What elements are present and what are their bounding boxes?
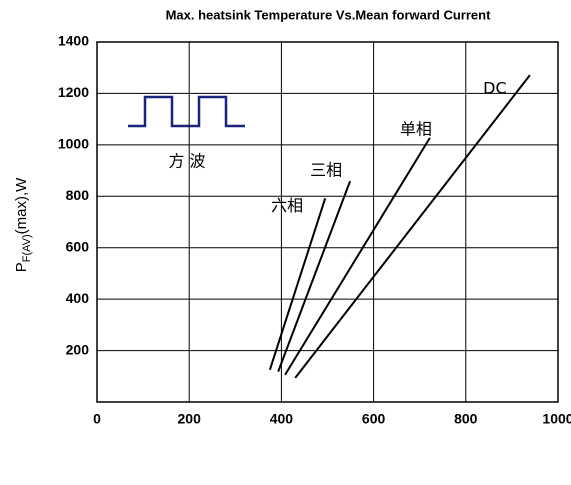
y-tick-label: 1400 [58, 33, 89, 49]
waveform-icon: 方 波 [128, 95, 245, 171]
y-label-rest: (max),W [13, 177, 30, 234]
x-tick-label: 800 [454, 411, 478, 427]
x-tick-label: 600 [362, 411, 386, 427]
series-label: 三相 [310, 161, 342, 180]
waveform-label: 方 波 [168, 152, 205, 171]
y-tick-label: 1000 [58, 136, 89, 152]
x-tick-label: 400 [270, 411, 294, 427]
series-line [294, 74, 531, 379]
y-tick-label: 1200 [58, 84, 89, 100]
series-label: 单相 [400, 119, 432, 138]
series-label: DC [483, 79, 507, 98]
y-tick-label: 400 [66, 290, 90, 306]
y-label-sub: F(AV) [21, 234, 33, 262]
y-label-main: P [13, 262, 30, 272]
x-tick-label: 200 [178, 411, 202, 427]
y-axis-label: PF(AV)(max),W [13, 177, 33, 272]
square-wave [128, 95, 245, 128]
x-tick-label: 0 [93, 411, 101, 427]
y-tick-label: 800 [66, 187, 90, 203]
chart-title: Max. heatsink Temperature Vs.Mean forwar… [166, 7, 492, 22]
series-line [277, 180, 352, 373]
y-tick-label: 200 [66, 341, 90, 357]
x-tick-label: 1000 [542, 411, 571, 427]
series-line [268, 198, 327, 371]
y-tick-label: 600 [66, 238, 90, 254]
series-label: 六相 [271, 196, 303, 215]
series-line [284, 137, 431, 376]
